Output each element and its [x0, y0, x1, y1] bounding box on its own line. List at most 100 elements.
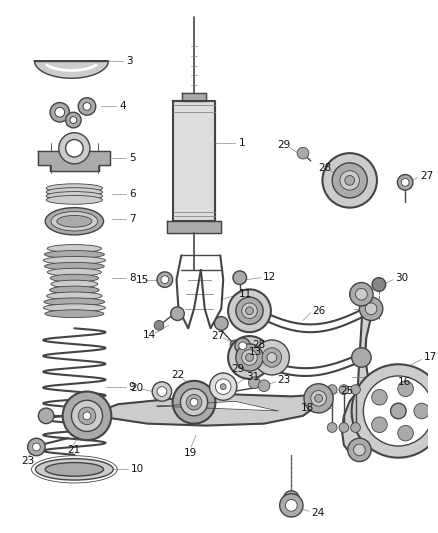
Text: 18: 18 — [301, 403, 314, 413]
Circle shape — [248, 377, 260, 389]
Circle shape — [360, 297, 383, 320]
Circle shape — [327, 385, 337, 394]
Circle shape — [279, 494, 303, 517]
Ellipse shape — [46, 188, 102, 197]
Text: 31: 31 — [247, 372, 260, 382]
Text: 12: 12 — [263, 272, 276, 282]
Ellipse shape — [50, 274, 99, 282]
Circle shape — [63, 392, 111, 440]
Text: 20: 20 — [130, 383, 143, 393]
Circle shape — [353, 444, 365, 456]
Polygon shape — [35, 61, 109, 78]
Text: 29: 29 — [278, 140, 291, 150]
Circle shape — [233, 271, 247, 285]
Text: 7: 7 — [129, 214, 135, 224]
Circle shape — [267, 353, 277, 362]
Text: 17: 17 — [424, 352, 437, 362]
Ellipse shape — [51, 212, 98, 231]
Circle shape — [401, 179, 409, 186]
Text: 29: 29 — [231, 364, 244, 374]
Circle shape — [372, 278, 386, 292]
Ellipse shape — [51, 280, 98, 288]
Circle shape — [83, 412, 91, 420]
Circle shape — [350, 282, 373, 306]
Circle shape — [258, 380, 270, 392]
Circle shape — [235, 298, 245, 308]
Circle shape — [66, 140, 83, 157]
Circle shape — [66, 112, 81, 128]
Circle shape — [228, 336, 271, 379]
Circle shape — [242, 303, 257, 319]
Circle shape — [228, 289, 271, 332]
Circle shape — [246, 353, 253, 361]
Circle shape — [152, 382, 172, 401]
Ellipse shape — [45, 463, 103, 476]
Text: 8: 8 — [129, 273, 135, 282]
Circle shape — [372, 417, 387, 432]
Circle shape — [161, 276, 169, 284]
Circle shape — [78, 407, 96, 425]
Circle shape — [173, 381, 215, 424]
Ellipse shape — [35, 459, 113, 480]
Text: 1: 1 — [239, 139, 245, 148]
Circle shape — [351, 423, 360, 432]
Circle shape — [71, 400, 102, 431]
Circle shape — [327, 423, 337, 432]
Circle shape — [154, 320, 164, 330]
Circle shape — [352, 348, 371, 367]
Text: 4: 4 — [119, 101, 126, 111]
Text: 26: 26 — [313, 306, 326, 316]
Circle shape — [32, 443, 40, 451]
Circle shape — [286, 499, 297, 511]
Circle shape — [314, 394, 322, 402]
Circle shape — [332, 163, 367, 198]
Circle shape — [356, 288, 367, 300]
Ellipse shape — [47, 268, 101, 276]
Ellipse shape — [44, 298, 105, 306]
Circle shape — [78, 98, 96, 115]
Circle shape — [414, 403, 430, 419]
Polygon shape — [182, 93, 206, 101]
Text: 27: 27 — [420, 171, 433, 181]
Text: 3: 3 — [126, 56, 133, 66]
Circle shape — [242, 350, 257, 365]
Ellipse shape — [57, 215, 92, 227]
Ellipse shape — [49, 286, 99, 294]
Circle shape — [180, 389, 208, 416]
Text: 23: 23 — [278, 375, 291, 385]
Polygon shape — [79, 394, 322, 425]
Ellipse shape — [46, 184, 102, 192]
Ellipse shape — [47, 292, 102, 300]
Circle shape — [351, 385, 360, 394]
Circle shape — [186, 394, 202, 410]
Polygon shape — [173, 101, 215, 221]
Ellipse shape — [46, 196, 102, 204]
Circle shape — [365, 303, 377, 314]
Ellipse shape — [47, 245, 102, 253]
Circle shape — [236, 297, 263, 325]
Text: 24: 24 — [311, 508, 324, 518]
Polygon shape — [342, 289, 377, 453]
Text: 30: 30 — [396, 273, 409, 282]
Text: 23: 23 — [21, 456, 34, 466]
Text: 6: 6 — [129, 189, 135, 199]
Circle shape — [398, 381, 413, 397]
Circle shape — [397, 174, 413, 190]
Ellipse shape — [44, 251, 104, 259]
Text: 28: 28 — [252, 340, 266, 350]
Ellipse shape — [45, 310, 104, 318]
Circle shape — [220, 384, 226, 390]
Circle shape — [297, 147, 309, 159]
Circle shape — [157, 272, 173, 287]
Ellipse shape — [43, 304, 106, 312]
Circle shape — [28, 438, 45, 456]
Text: 11: 11 — [239, 289, 252, 299]
Circle shape — [304, 384, 333, 413]
Circle shape — [157, 386, 167, 397]
Text: 5: 5 — [129, 153, 135, 163]
Circle shape — [364, 376, 433, 446]
Text: 9: 9 — [129, 382, 135, 392]
Circle shape — [39, 408, 54, 424]
Circle shape — [348, 438, 371, 462]
Circle shape — [215, 379, 231, 394]
